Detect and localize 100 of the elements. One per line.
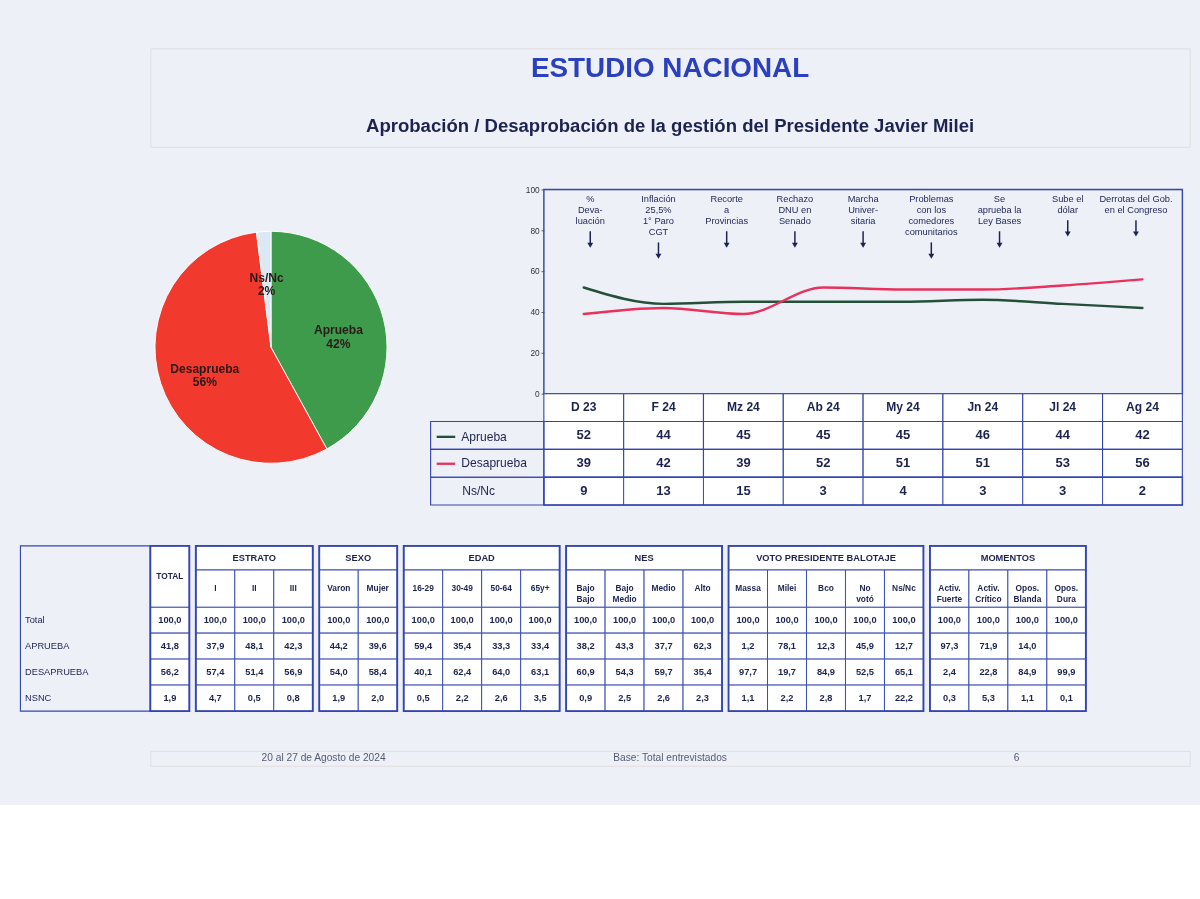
legend-label: Desaprueba — [461, 456, 528, 471]
data-label: 53 — [1055, 455, 1070, 470]
data-label: 0,5 — [416, 692, 430, 703]
y-tick-label: APRUEBA — [25, 640, 71, 651]
annotation: Sube el dólar — [1052, 193, 1084, 215]
data-label: 100,0 — [736, 614, 760, 625]
chart-title: NES — [634, 552, 654, 563]
x-tick-label: 65y+ — [530, 583, 550, 594]
slice-label: Ns/Nc — [249, 270, 284, 285]
data-label: 100,0 — [613, 614, 637, 625]
slice-label: Aprueba — [313, 322, 364, 337]
x-tick-label: Bco — [818, 583, 834, 594]
data-label: 51,4 — [245, 666, 265, 677]
data-label: 44 — [656, 427, 672, 443]
data-label: 100,0 — [450, 614, 474, 625]
data-label: 37,7 — [654, 640, 673, 651]
data-label: 33,4 — [531, 640, 550, 651]
data-label: 0,3 — [942, 692, 956, 703]
data-label: 42 — [1135, 427, 1150, 443]
data-label: 2,5 — [618, 692, 632, 703]
data-label: 60,9 — [576, 666, 595, 677]
data-label: 1,7 — [858, 692, 872, 703]
x-tick-label: Ag 24 — [1126, 400, 1160, 415]
data-label: 35,4 — [693, 666, 713, 677]
x-tick-label: Bajo Medio — [612, 583, 637, 604]
annotation: % Deva- luación — [575, 193, 605, 226]
data-label: 0,5 — [247, 692, 261, 703]
data-label: 0,1 — [1059, 692, 1073, 703]
x-tick-label: Massa — [735, 583, 762, 594]
y-tick-label: Total — [25, 614, 45, 625]
text: 6 — [1013, 752, 1020, 764]
data-label: 1,2 — [741, 640, 755, 651]
data-label: 71,9 — [979, 640, 998, 651]
data-label: 3,5 — [533, 692, 547, 703]
x-tick-label: No votó — [856, 583, 874, 604]
data-label: 5,3 — [981, 692, 995, 703]
data-label: 56,9 — [284, 666, 303, 677]
data-label: 2,8 — [819, 692, 833, 703]
data-label: 100,0 — [574, 614, 598, 625]
annotation: Derrotas del Gob. en el Congreso — [1099, 193, 1173, 215]
data-label: 1,9 — [332, 692, 346, 703]
data-label: 51 — [895, 455, 911, 470]
text: ESTUDIO NACIONAL — [530, 52, 810, 84]
data-label: 52 — [576, 427, 591, 443]
y-tick-label: 100 — [525, 184, 541, 195]
x-tick-label: 16-29 — [412, 583, 435, 594]
data-label: 62,4 — [453, 666, 473, 677]
y-tick-label: NSNC — [25, 692, 52, 703]
data-label: 64,0 — [492, 666, 511, 677]
x-tick-label: Ns/Nc — [892, 583, 917, 594]
data-label: 42% — [326, 336, 351, 351]
data-label: 100,0 — [158, 614, 182, 625]
data-label: 3 — [1059, 482, 1067, 498]
x-tick-label: Alto — [694, 583, 711, 594]
data-label: 48,1 — [245, 640, 264, 651]
data-label: 2,6 — [657, 692, 671, 703]
data-label: 59,7 — [654, 666, 673, 677]
x-tick-label: TOTAL — [156, 571, 184, 582]
x-tick-label: Activ. Crítico — [975, 583, 1002, 604]
data-label: 35,4 — [453, 640, 473, 651]
data-label: 43,3 — [615, 640, 634, 651]
annotation: Se aprueba la Ley Bases — [977, 193, 1023, 226]
data-label: 42,3 — [284, 640, 303, 651]
data-label: 100,0 — [690, 614, 715, 625]
data-label: 100,0 — [651, 614, 676, 625]
data-label: 45 — [736, 427, 751, 443]
data-label: 59,4 — [414, 640, 434, 651]
x-tick-label: Opos. Dura — [1054, 583, 1079, 604]
data-label: 22,2 — [894, 692, 913, 703]
annotation: Rechazo DNU en Senado — [776, 193, 814, 226]
text: Base: Total entrevistados — [613, 752, 727, 764]
data-label: 58,4 — [368, 666, 388, 677]
data-label: 56 — [1135, 455, 1150, 470]
data-label: 1,1 — [1020, 692, 1034, 703]
data-label: 39 — [576, 455, 591, 470]
data-label: 100,0 — [814, 614, 838, 625]
data-label: 100,0 — [366, 614, 390, 625]
data-label: 52 — [815, 455, 831, 470]
x-tick-label: Milei — [777, 583, 797, 594]
y-tick-label: DESAPRUEBA — [25, 666, 90, 677]
data-label: 84,9 — [1018, 666, 1037, 677]
data-label: 13 — [656, 482, 671, 498]
chart-title: VOTO PRESIDENTE BALOTAJE — [756, 552, 896, 563]
data-label: 4 — [899, 482, 908, 498]
data-label: 84,9 — [816, 666, 836, 677]
data-label: 2,0 — [371, 692, 385, 703]
data-label: 1,1 — [741, 692, 755, 703]
data-label: 41,8 — [160, 640, 179, 651]
data-label: 100,0 — [892, 614, 916, 625]
x-tick-label: Bajo Bajo — [576, 583, 595, 604]
x-tick-label: 50-64 — [490, 583, 513, 594]
y-tick-label: 20 — [530, 348, 541, 359]
data-label: 51 — [975, 455, 991, 470]
slice-label: Aprueba — [461, 429, 508, 444]
x-tick-label: II — [251, 583, 257, 594]
data-label: 12,3 — [816, 640, 836, 651]
data-label: 56% — [192, 375, 218, 390]
data-label: 19,7 — [777, 666, 797, 677]
data-label: 33,3 — [492, 640, 511, 651]
data-label: 45 — [815, 427, 831, 443]
